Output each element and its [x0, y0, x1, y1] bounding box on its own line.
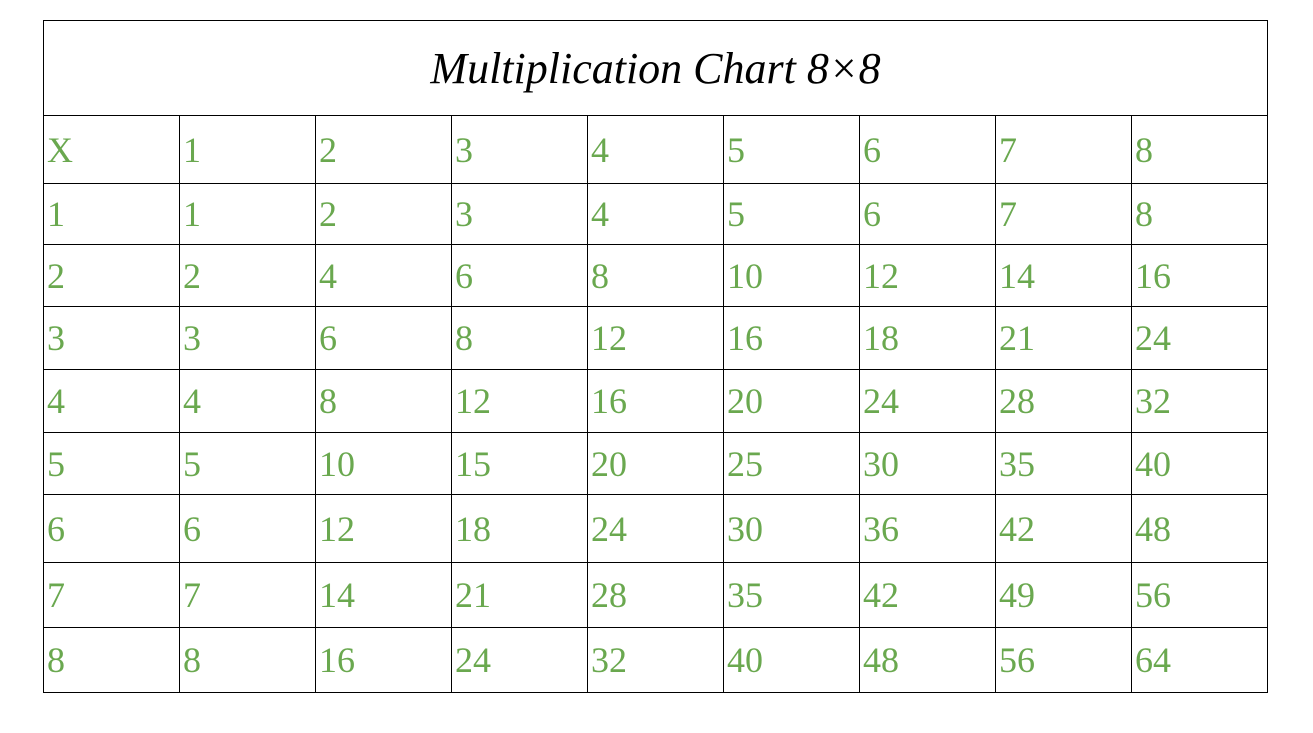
table-row: 3 3 6 8 12 16 18 21 24 — [43, 306, 1268, 370]
product-cell: 35 — [723, 562, 860, 628]
product-cell: 8 — [315, 369, 452, 433]
product-cell: 56 — [995, 627, 1132, 693]
table-row: 4 4 8 12 16 20 24 28 32 — [43, 369, 1268, 433]
product-cell: 2 — [315, 183, 452, 245]
product-cell: 12 — [859, 244, 996, 307]
product-cell: 3 — [451, 183, 588, 245]
product-cell: 35 — [995, 432, 1132, 495]
product-cell: 15 — [451, 432, 588, 495]
product-cell: 32 — [587, 627, 724, 693]
row-header-cell: 1 — [43, 183, 180, 245]
product-cell: 18 — [451, 494, 588, 563]
product-cell: 32 — [1131, 369, 1268, 433]
product-cell: 64 — [1131, 627, 1268, 693]
product-cell: 18 — [859, 306, 996, 370]
column-header-cell: 2 — [315, 115, 452, 184]
product-cell: 56 — [1131, 562, 1268, 628]
product-cell: 12 — [587, 306, 724, 370]
product-cell: 7 — [995, 183, 1132, 245]
column-header-cell: X — [43, 115, 180, 184]
product-cell: 24 — [451, 627, 588, 693]
chart-title: Multiplication Chart 8×8 — [43, 20, 1268, 116]
row-header-cell: 6 — [43, 494, 180, 563]
product-cell: 8 — [587, 244, 724, 307]
product-cell: 42 — [995, 494, 1132, 563]
product-cell: 48 — [859, 627, 996, 693]
product-cell: 25 — [723, 432, 860, 495]
product-cell: 6 — [451, 244, 588, 307]
product-cell: 1 — [179, 183, 316, 245]
product-cell: 21 — [451, 562, 588, 628]
column-header-cell: 4 — [587, 115, 724, 184]
title-row: Multiplication Chart 8×8 — [43, 20, 1268, 116]
product-cell: 49 — [995, 562, 1132, 628]
product-cell: 6 — [859, 183, 996, 245]
product-cell: 10 — [315, 432, 452, 495]
product-cell: 14 — [995, 244, 1132, 307]
product-cell: 7 — [179, 562, 316, 628]
row-header-cell: 2 — [43, 244, 180, 307]
product-cell: 24 — [859, 369, 996, 433]
product-cell: 5 — [179, 432, 316, 495]
product-cell: 5 — [723, 183, 860, 245]
product-cell: 24 — [587, 494, 724, 563]
product-cell: 12 — [451, 369, 588, 433]
product-cell: 42 — [859, 562, 996, 628]
product-cell: 16 — [587, 369, 724, 433]
table-row: 7 7 14 21 28 35 42 49 56 — [43, 562, 1268, 628]
column-header-cell: 7 — [995, 115, 1132, 184]
table-row: 8 8 16 24 32 40 48 56 64 — [43, 627, 1268, 693]
product-cell: 20 — [723, 369, 860, 433]
product-cell: 4 — [315, 244, 452, 307]
product-cell: 12 — [315, 494, 452, 563]
product-cell: 10 — [723, 244, 860, 307]
product-cell: 6 — [315, 306, 452, 370]
product-cell: 14 — [315, 562, 452, 628]
product-cell: 16 — [315, 627, 452, 693]
product-cell: 4 — [179, 369, 316, 433]
column-header-cell: 8 — [1131, 115, 1268, 184]
product-cell: 20 — [587, 432, 724, 495]
product-cell: 8 — [179, 627, 316, 693]
row-header-cell: 4 — [43, 369, 180, 433]
product-cell: 28 — [995, 369, 1132, 433]
product-cell: 8 — [451, 306, 588, 370]
row-header-cell: 3 — [43, 306, 180, 370]
row-header-cell: 5 — [43, 432, 180, 495]
product-cell: 2 — [179, 244, 316, 307]
row-header-cell: 7 — [43, 562, 180, 628]
product-cell: 40 — [1131, 432, 1268, 495]
table-row: 6 6 12 18 24 30 36 42 48 — [43, 494, 1268, 563]
table-row: 5 5 10 15 20 25 30 35 40 — [43, 432, 1268, 495]
product-cell: 48 — [1131, 494, 1268, 563]
product-cell: 16 — [723, 306, 860, 370]
product-cell: 16 — [1131, 244, 1268, 307]
column-header-cell: 5 — [723, 115, 860, 184]
product-cell: 40 — [723, 627, 860, 693]
product-cell: 4 — [587, 183, 724, 245]
product-cell: 30 — [859, 432, 996, 495]
column-header-cell: 3 — [451, 115, 588, 184]
product-cell: 36 — [859, 494, 996, 563]
product-cell: 6 — [179, 494, 316, 563]
column-header-cell: 1 — [179, 115, 316, 184]
row-header-cell: 8 — [43, 627, 180, 693]
product-cell: 21 — [995, 306, 1132, 370]
column-header-cell: 6 — [859, 115, 996, 184]
product-cell: 24 — [1131, 306, 1268, 370]
product-cell: 30 — [723, 494, 860, 563]
product-cell: 28 — [587, 562, 724, 628]
table-row: 2 2 4 6 8 10 12 14 16 — [43, 244, 1268, 307]
product-cell: 3 — [179, 306, 316, 370]
product-cell: 8 — [1131, 183, 1268, 245]
